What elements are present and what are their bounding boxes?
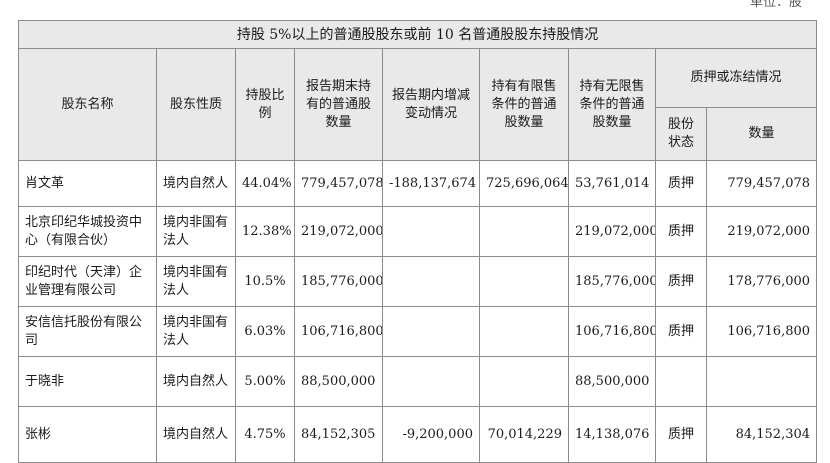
cell-restricted-shares bbox=[479, 206, 569, 257]
header-pledge-status: 股份状态 bbox=[655, 107, 707, 161]
cell-period-change bbox=[382, 356, 480, 407]
cell-shareholder-nature: 境内非国有法人 bbox=[156, 256, 236, 307]
header-unrestricted-shares: 持有无限售条件的普通股数量 bbox=[568, 48, 656, 161]
header-pledge-amount: 数量 bbox=[705, 107, 818, 161]
cell-pledge-amount: 84,152,304 bbox=[705, 406, 818, 463]
cell-period-end-shares: 779,457,078 bbox=[294, 160, 383, 207]
cell-restricted-shares: 725,696,064 bbox=[479, 160, 569, 207]
table-row: 北京印纪华城投资中心（有限合伙） 境内非国有法人 12.38% 219,072,000… bbox=[18, 206, 818, 257]
cell-pledge-amount bbox=[705, 356, 818, 407]
header-period-change: 报告期内增减变动情况 bbox=[382, 48, 480, 161]
cell-holding-ratio: 4.75% bbox=[235, 406, 295, 463]
cell-pledge-status: 质押 bbox=[655, 256, 707, 307]
table-row: 印纪时代（天津）企业管理有限公司 境内非国有法人 10.5% 185,776,000 1… bbox=[18, 256, 818, 307]
cell-restricted-shares bbox=[479, 306, 569, 357]
cell-shareholder-nature: 境内非国有法人 bbox=[156, 306, 236, 357]
cell-unrestricted-shares: 185,776,000 bbox=[568, 256, 656, 307]
cell-restricted-shares bbox=[479, 256, 569, 307]
cell-period-end-shares: 84,152,305 bbox=[294, 406, 383, 463]
shareholder-table: 持股 5%以上的普通股股东或前 10 名普通股股东持股情况 股东名称 股东性质 … bbox=[17, 20, 818, 463]
table-row: 肖文革 境内自然人 44.04% 779,457,078 -188,137,674 725… bbox=[18, 160, 818, 207]
cell-period-end-shares: 185,776,000 bbox=[294, 256, 383, 307]
header-period-end-shares: 报告期末持有的普通股数量 bbox=[294, 48, 383, 161]
header-restricted-shares: 持有有限售条件的普通股数量 bbox=[479, 48, 569, 161]
cell-shareholder-name: 肖文革 bbox=[18, 160, 157, 207]
cell-unrestricted-shares: 219,072,000 bbox=[568, 206, 656, 257]
cell-shareholder-name: 张彬 bbox=[18, 406, 157, 463]
cell-unrestricted-shares: 53,761,014 bbox=[568, 160, 656, 207]
cell-pledge-amount: 219,072,000 bbox=[705, 206, 818, 257]
cell-shareholder-nature: 境内自然人 bbox=[156, 406, 236, 463]
cell-period-change bbox=[382, 306, 480, 357]
cell-unrestricted-shares: 106,716,800 bbox=[568, 306, 656, 357]
cell-period-change: -188,137,674 bbox=[382, 160, 480, 207]
cell-pledge-status bbox=[655, 356, 707, 407]
cell-period-change: -9,200,000 bbox=[382, 406, 480, 463]
header-holding-ratio: 持股比例 bbox=[235, 48, 295, 161]
cell-restricted-shares: 70,014,229 bbox=[479, 406, 569, 463]
cell-pledge-amount: 178,776,000 bbox=[705, 256, 818, 307]
table-row: 安信信托股份有限公司 境内非国有法人 6.03% 106,716,800 106,716… bbox=[18, 306, 818, 357]
cell-shareholder-nature: 境内自然人 bbox=[156, 356, 236, 407]
cell-holding-ratio: 44.04% bbox=[235, 160, 295, 207]
cell-shareholder-nature: 境内自然人 bbox=[156, 160, 236, 207]
table-row: 张彬 境内自然人 4.75% 84,152,305 -9,200,000 70,014,2… bbox=[18, 406, 818, 463]
cell-unrestricted-shares: 88,500,000 bbox=[568, 356, 656, 407]
cell-pledge-amount: 779,457,078 bbox=[705, 160, 818, 207]
cell-unrestricted-shares: 14,138,076 bbox=[568, 406, 656, 463]
cell-period-change bbox=[382, 206, 480, 257]
cell-shareholder-name: 北京印纪华城投资中心（有限合伙） bbox=[18, 206, 157, 257]
cell-holding-ratio: 12.38% bbox=[235, 206, 295, 257]
unit-note: 单位：股 bbox=[749, 0, 802, 10]
cell-pledge-status: 质押 bbox=[655, 206, 707, 257]
table-row: 于晓非 境内自然人 5.00% 88,500,000 88,500,000 bbox=[18, 356, 818, 407]
cell-shareholder-name: 安信信托股份有限公司 bbox=[18, 306, 157, 357]
cell-pledge-status: 质押 bbox=[655, 160, 707, 207]
cell-period-change bbox=[382, 256, 480, 307]
cell-holding-ratio: 5.00% bbox=[235, 356, 295, 407]
cell-pledge-status: 质押 bbox=[655, 306, 707, 357]
cell-period-end-shares: 219,072,000 bbox=[294, 206, 383, 257]
cell-restricted-shares bbox=[479, 356, 569, 407]
header-shareholder-name: 股东名称 bbox=[18, 48, 157, 161]
header-pledge-group: 质押或冻结情况 bbox=[654, 48, 818, 108]
cell-period-end-shares: 88,500,000 bbox=[294, 356, 383, 407]
cell-pledge-status: 质押 bbox=[655, 406, 707, 463]
cell-shareholder-nature: 境内非国有法人 bbox=[156, 206, 236, 257]
header-shareholder-nature: 股东性质 bbox=[156, 48, 236, 161]
table-title: 持股 5%以上的普通股股东或前 10 名普通股股东持股情况 bbox=[17, 20, 818, 49]
cell-shareholder-name: 印纪时代（天津）企业管理有限公司 bbox=[18, 256, 157, 307]
cell-period-end-shares: 106,716,800 bbox=[294, 306, 383, 357]
cell-holding-ratio: 6.03% bbox=[235, 306, 295, 357]
cell-holding-ratio: 10.5% bbox=[235, 256, 295, 307]
cell-shareholder-name: 于晓非 bbox=[18, 356, 157, 407]
cell-pledge-amount: 106,716,800 bbox=[705, 306, 818, 357]
